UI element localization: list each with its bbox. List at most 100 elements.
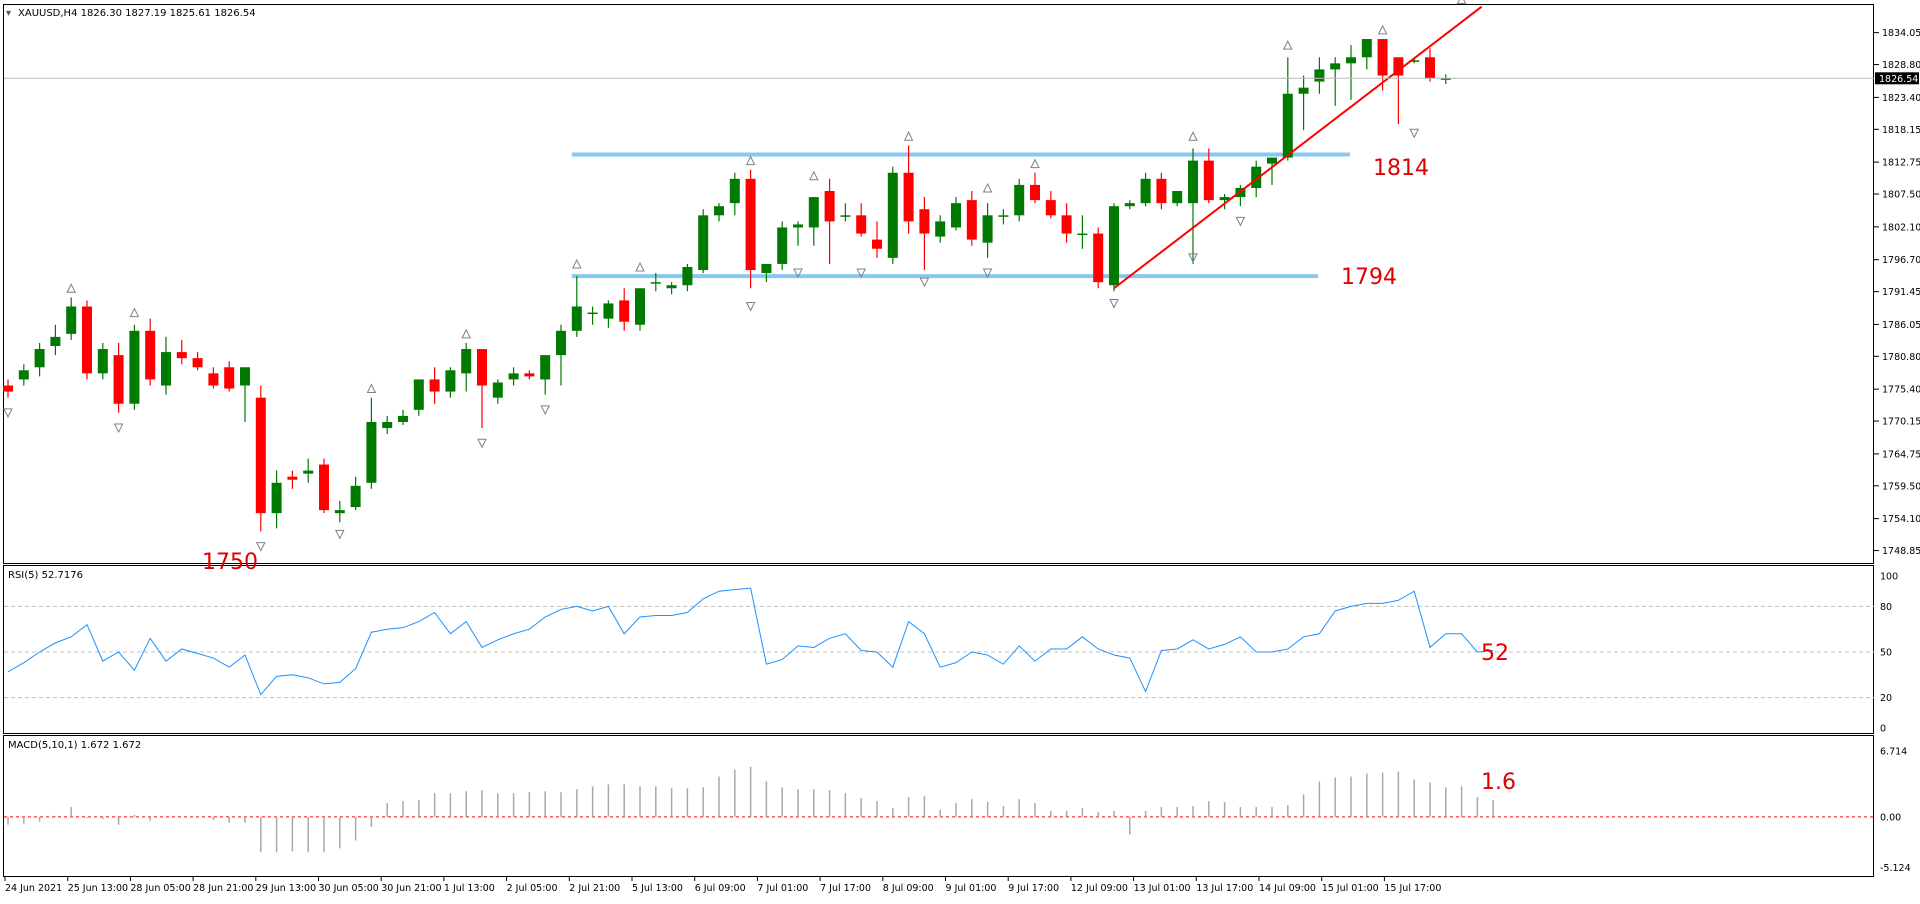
- candle-body: [793, 224, 803, 228]
- time-tick-label: 25 Jun 13:00: [68, 883, 128, 894]
- candle-body: [666, 285, 677, 289]
- candle-body: [982, 215, 993, 243]
- fractal-up-icon: [66, 283, 77, 293]
- time-tick-label: 2 Jul 05:00: [507, 883, 558, 894]
- candle-body: [840, 215, 851, 217]
- candle-body: [635, 288, 645, 325]
- rsi-tick-label: 100: [1880, 572, 1898, 583]
- rsi-label: RSI(5) 52.7176: [8, 570, 83, 581]
- candle-body: [966, 200, 977, 240]
- price-tick-label: 1812.75: [1882, 158, 1920, 169]
- macd-label: MACD(5,10,1) 1.672 1.672: [8, 740, 141, 751]
- rsi-tick-label: 80: [1880, 602, 1892, 613]
- candle-body: [66, 306, 77, 334]
- trendline-group: [1113, 5, 1483, 290]
- candle-body: [492, 382, 503, 398]
- candle-body: [1314, 69, 1325, 82]
- time-tick-label: 30 Jun 05:00: [319, 883, 379, 894]
- candle-body: [413, 379, 424, 410]
- candle-body: [1093, 233, 1104, 283]
- candle-body: [919, 209, 930, 234]
- time-tick-label: 9 Jul 01:00: [946, 883, 997, 894]
- fractal-down-icon: [3, 408, 13, 418]
- time-tick-label: 28 Jun 05:00: [130, 883, 190, 894]
- support-resistance-lines: [571, 152, 1350, 279]
- macd-tick-label: 0.00: [1880, 812, 1901, 823]
- candle-body: [1361, 39, 1372, 58]
- fractal-up-icon: [571, 258, 582, 269]
- price-tick-label: 1748.85: [1882, 546, 1920, 557]
- current-price-box: [1875, 72, 1919, 85]
- candle-body: [650, 282, 661, 284]
- time-tick-label: 1 Jul 13:00: [444, 883, 495, 894]
- candle-body: [540, 355, 551, 380]
- candle-body: [271, 482, 282, 514]
- candle-body: [856, 215, 867, 234]
- price-axis: 1834.05 1828.80 1823.40 1818.15 1812.75 1807.…: [1874, 28, 1920, 557]
- candle-body: [808, 197, 819, 228]
- candle-body: [1061, 215, 1072, 234]
- time-tick-label: 29 Jun 13:00: [256, 883, 316, 894]
- macd-panel-frame: [3, 735, 1874, 877]
- candle-body: [145, 330, 156, 380]
- fractal-up-icon: [903, 131, 914, 141]
- candle-body: [1251, 166, 1262, 188]
- current-price-label: 1826.54: [1879, 74, 1918, 85]
- price-tick-label: 1807.50: [1882, 190, 1920, 201]
- candle-body: [1425, 57, 1435, 79]
- time-tick-label: 30 Jun 21:00: [381, 883, 441, 894]
- candle-body: [287, 476, 298, 480]
- fractal-up-icon: [1456, 0, 1467, 5]
- candle-body: [1440, 78, 1451, 80]
- time-tick-label: 12 Jul 09:00: [1071, 883, 1128, 894]
- price-tick-label: 1759.50: [1882, 481, 1920, 492]
- candle-body: [303, 470, 314, 474]
- time-axis: 24 Jun 2021 25 Jun 13:00 28 Jun 05:00 28 Ju…: [4, 877, 1441, 894]
- candle-body: [445, 370, 456, 392]
- fractal-up-icon: [635, 261, 645, 272]
- rsi-line: [7, 587, 1494, 696]
- candle-body: [50, 336, 61, 346]
- fractal-down-icon: [919, 277, 930, 288]
- fractal-down-icon: [745, 301, 756, 312]
- fractal-down-icon: [1109, 298, 1119, 309]
- fractal-down-icon: [255, 542, 266, 552]
- fractal-up-icon: [745, 155, 756, 166]
- candle-body: [824, 191, 835, 222]
- rsi-tick-label: 50: [1880, 648, 1892, 659]
- candle-body: [887, 172, 898, 258]
- candle-body: [97, 349, 108, 374]
- macd-panel: 6.714 0.00 -5.124: [4, 746, 1911, 874]
- candle-body: [176, 352, 187, 359]
- candle-body: [1045, 200, 1056, 216]
- candle-body: [872, 239, 882, 249]
- candle-body: [1156, 178, 1167, 204]
- candle-body: [524, 373, 535, 377]
- time-tick-label: 6 Jul 09:00: [695, 883, 746, 894]
- candle-body: [714, 206, 724, 216]
- price-tick-label: 1791.45: [1882, 287, 1920, 298]
- candle-body: [556, 330, 566, 356]
- price-panel-frame: [3, 4, 1874, 564]
- candle-body: [382, 421, 393, 429]
- price-tick-label: 1823.40: [1882, 93, 1920, 104]
- fractal-up-icon: [461, 328, 472, 339]
- fractal-down-icon: [1188, 253, 1198, 263]
- candle-body: [429, 379, 440, 392]
- low-annotation: 1750: [202, 550, 258, 575]
- candle-body: [366, 421, 377, 483]
- candle-body: [603, 303, 614, 319]
- candle-body: [240, 367, 250, 386]
- candle-body: [682, 266, 693, 286]
- candle-body: [113, 355, 124, 404]
- candle-body: [255, 397, 266, 514]
- candle-body: [1030, 184, 1040, 201]
- rsi-tick-label: 20: [1880, 693, 1892, 704]
- macd-value-annotation: 1.6: [1481, 770, 1516, 795]
- fractal-up-icon: [129, 307, 140, 318]
- time-tick-label: 7 Jul 17:00: [820, 883, 871, 894]
- fractal-down-icon: [1235, 216, 1246, 227]
- fractal-down-icon: [113, 423, 124, 434]
